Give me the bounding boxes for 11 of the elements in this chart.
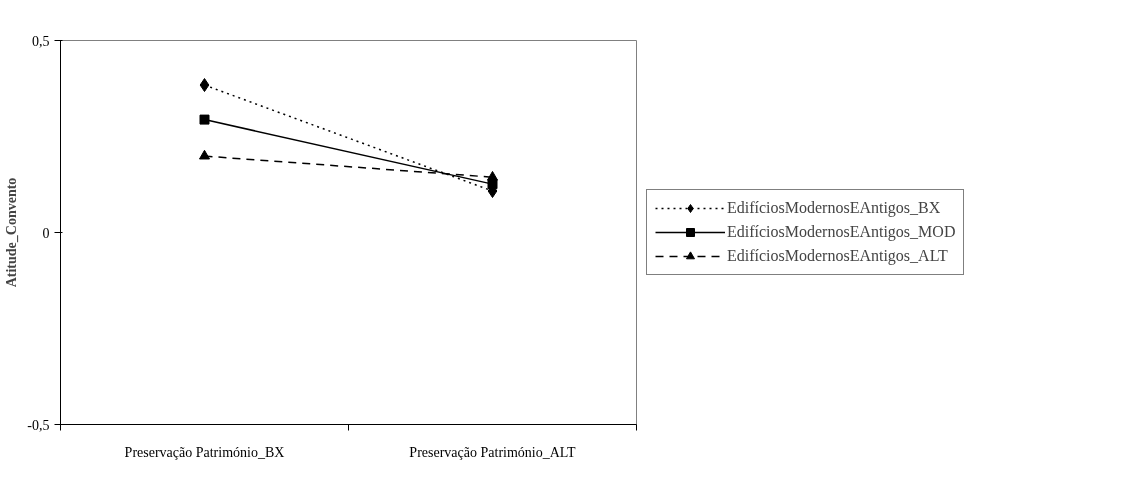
- legend-label: EdifíciosModernosEAntigos_ALT: [727, 247, 948, 265]
- y-tick-label: 0,5: [32, 33, 50, 49]
- x-tick-label: Preservação Património_ALT: [409, 444, 577, 460]
- point: [199, 78, 210, 93]
- x-tick-label: Preservação Património_BX: [124, 444, 285, 460]
- legend-label: EdifíciosModernosEAntigos_MOD: [727, 223, 956, 241]
- y-tick-label: 0: [42, 225, 50, 241]
- y-tick-label: -0,5: [27, 417, 50, 433]
- point: [199, 114, 210, 125]
- legend-label: EdifíciosModernosEAntigos_BX: [727, 199, 941, 217]
- y-axis-title: Atitude_Convento: [4, 177, 20, 288]
